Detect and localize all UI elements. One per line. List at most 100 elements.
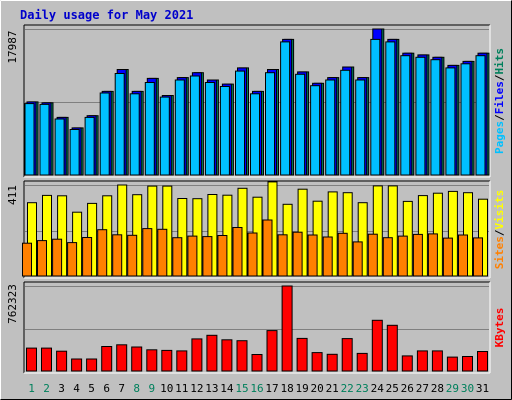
series-kbytes [26,285,488,372]
bar-pages-day-30 [460,63,471,176]
legend-entry: / [493,114,506,121]
bar-pages-day-12 [189,75,200,176]
bar-sites-day-25 [382,237,393,277]
bar-kbytes-day-18 [281,285,293,372]
bar-sites-day-11 [172,237,183,277]
bar-sites-day-1 [22,242,32,277]
bar-pages-day-27 [415,56,426,176]
bar-kbytes-day-29 [446,356,458,372]
bar-sites-day-18 [277,234,288,277]
x-tick-label: 22 [341,382,354,395]
bar-kbytes-day-31 [477,351,488,372]
bar-kbytes-day-6 [101,346,113,372]
bar-pages-day-15 [235,70,245,176]
bar-sites-day-7 [112,234,123,277]
x-tick-label: 19 [295,382,308,395]
x-tick-label: 12 [190,382,203,395]
chart-title: Daily usage for May 2021 [20,8,193,22]
x-tick-label: 25 [386,382,399,395]
bar-pages-day-20 [310,85,321,176]
y-max-label: 17987 [6,30,19,63]
panel-visits-sites: 411 Sites/Visits [6,180,506,279]
bar-pages-day-13 [204,82,215,176]
panels-layer: 17987Pages/Files/Hits411Sites/Visits7623… [6,24,506,374]
bar-sites-day-10 [157,228,168,277]
bar-sites-day-4 [67,242,78,277]
legend-entry: KBytes [493,308,506,348]
x-tick-label: 13 [205,382,218,395]
x-tick-label: 2 [43,382,50,395]
bar-sites-day-5 [82,237,93,277]
bar-kbytes-day-11 [176,350,188,372]
y-max-label: 411 [6,185,19,205]
bar-pages-day-5 [84,116,95,176]
bar-pages-day-11 [174,79,185,176]
x-axis-labels: 1 2 3 4 5 6 7 8 9 10 11 12 13 14 15 16 17 18 19 20 21 22 23 24 2… [28,382,489,395]
x-tick-label: 16 [250,382,263,395]
x-tick-label: 8 [133,382,140,395]
x-tick-label: 20 [310,382,323,395]
bar-sites-day-29 [442,237,453,277]
legend: KBytes [493,308,506,348]
bar-pages-day-3 [54,118,65,176]
bar-pages-day-22 [340,69,351,176]
bar-sites-day-26 [397,235,408,277]
bar-sites-day-19 [292,231,303,277]
bar-pages-day-24 [370,38,381,176]
bar-pages-day-9 [144,82,155,176]
bar-kbytes-day-15 [236,340,248,372]
bar-kbytes-day-19 [296,337,308,372]
bar-kbytes-day-13 [206,334,218,372]
x-tick-label: 29 [446,382,459,395]
x-tick-label: 10 [160,382,173,395]
bar-kbytes-day-26 [401,355,413,372]
bar-kbytes-day-21 [326,353,338,372]
x-tick-label: 21 [326,382,339,395]
legend: Sites/Visits [493,190,506,270]
bar-kbytes-day-25 [386,324,398,372]
bar-pages-day-14 [219,86,230,176]
x-tick-label: 17 [265,382,278,395]
legend-entry: / [493,229,506,236]
bar-kbytes-day-17 [266,330,278,372]
x-tick-label: 27 [416,382,429,395]
x-tick-label: 4 [73,382,80,395]
bar-pages-day-6 [99,92,110,176]
x-tick-label: 11 [175,382,188,395]
bar-pages-day-23 [355,79,366,176]
bar-pages-day-29 [445,67,456,176]
legend-entry: Sites [493,236,506,269]
bar-sites-day-12 [187,235,198,277]
bar-sites-day-30 [458,234,468,277]
x-tick-label: 9 [148,382,155,395]
bar-pages-day-16 [250,93,260,176]
x-tick-label: 7 [118,382,125,395]
bar-sites-day-6 [97,229,108,277]
bar-sites-day-16 [247,232,258,277]
bar-pages-day-26 [400,55,411,176]
bar-sites-day-8 [127,234,138,277]
bar-sites-day-28 [427,233,438,277]
x-tick-label: 1 [28,382,35,395]
bar-sites-day-15 [232,227,243,277]
bar-kbytes-day-5 [86,358,98,372]
bar-sites-day-22 [337,232,348,277]
bar-sites-day-2 [37,240,47,277]
x-tick-label: 24 [371,382,385,395]
bar-kbytes-day-22 [341,338,353,372]
bar-pages-day-1 [24,103,35,176]
x-tick-label: 28 [431,382,444,395]
bar-pages-day-2 [39,103,50,176]
legend-entry: Pages [493,121,506,154]
bar-sites-day-23 [352,241,363,277]
bar-kbytes-day-3 [56,350,68,372]
bar-sites-day-21 [322,236,333,277]
bar-pages-day-8 [129,93,140,176]
bar-kbytes-day-20 [311,352,323,372]
bar-pages-day-31 [475,55,486,176]
bar-sites-day-20 [307,234,318,277]
bar-kbytes-day-14 [221,339,233,372]
bar-kbytes-day-27 [416,350,428,372]
legend-entry: / [493,74,506,81]
bar-sites-day-24 [367,233,378,277]
